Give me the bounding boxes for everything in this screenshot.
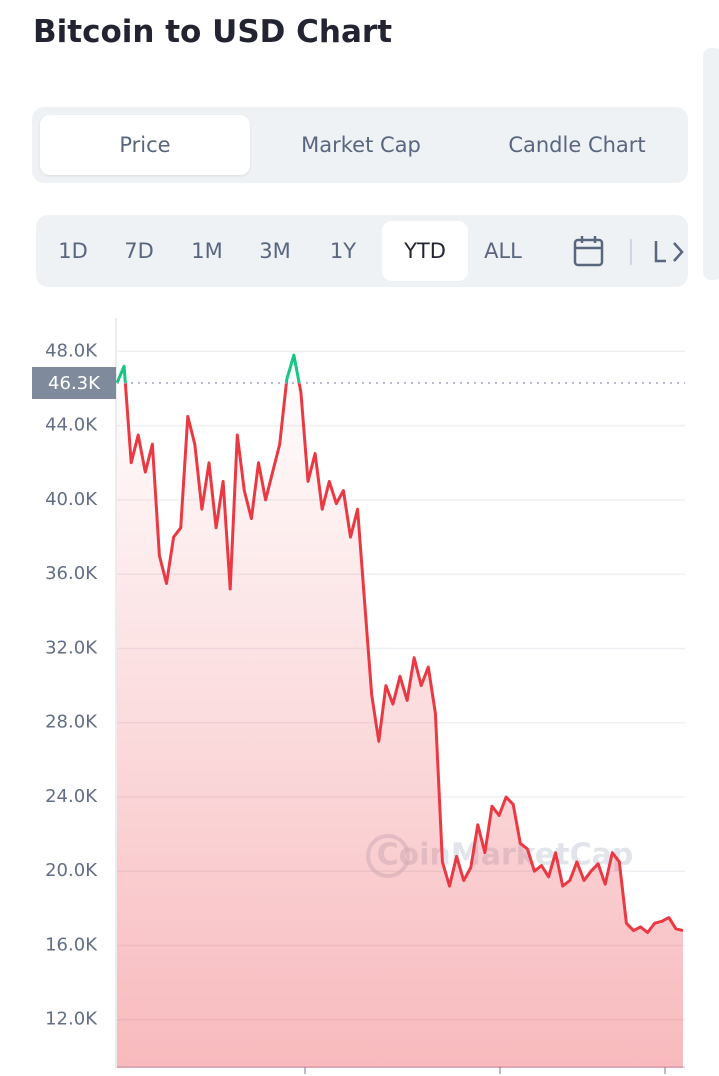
- reference-label: 46.3K: [48, 373, 101, 394]
- y-tick-label: 12.0K: [45, 1009, 98, 1030]
- page-title: Bitcoin to USD Chart: [33, 14, 393, 50]
- range-button[interactable]: YTD: [382, 221, 468, 281]
- y-tick-label: 48.0K: [45, 340, 98, 361]
- range-button[interactable]: 1M: [191, 239, 223, 263]
- area-fill: [117, 355, 683, 1069]
- range-button[interactable]: 1Y: [329, 239, 357, 263]
- y-tick-label: 40.0K: [45, 489, 98, 510]
- more-icon[interactable]: [652, 237, 688, 267]
- reference-badge: [32, 366, 116, 399]
- y-tick-label: 36.0K: [45, 563, 98, 584]
- range-button[interactable]: 1D: [58, 239, 88, 263]
- scrollbar[interactable]: [703, 48, 719, 280]
- y-tick-label: 24.0K: [45, 786, 98, 807]
- range-button[interactable]: 7D: [124, 239, 154, 263]
- range-button[interactable]: 3M: [259, 239, 291, 263]
- y-tick-label: 44.0K: [45, 415, 98, 436]
- y-tick-label: 32.0K: [45, 637, 98, 658]
- tab[interactable]: Price: [40, 115, 250, 175]
- separator: [630, 239, 632, 265]
- y-tick-label: 20.0K: [45, 860, 98, 881]
- tab[interactable]: Market Cap: [301, 133, 421, 157]
- y-tick-label: 28.0K: [45, 712, 98, 733]
- range-button[interactable]: ALL: [484, 239, 522, 263]
- range-bar: 1D 7D 1M 3M 1Y YTD ALL: [36, 215, 688, 287]
- tab-bar: Price Market Cap Candle Chart: [32, 107, 688, 183]
- y-tick-label: 16.0K: [45, 934, 98, 955]
- tab[interactable]: Candle Chart: [508, 133, 646, 157]
- calendar-icon[interactable]: [572, 235, 606, 269]
- price-chart: 12.0K 16.0K 20.0K 24.0K 28.0K 32.0K 36.0K 40.0K…: [32, 318, 685, 1074]
- price-line: [115, 353, 684, 934]
